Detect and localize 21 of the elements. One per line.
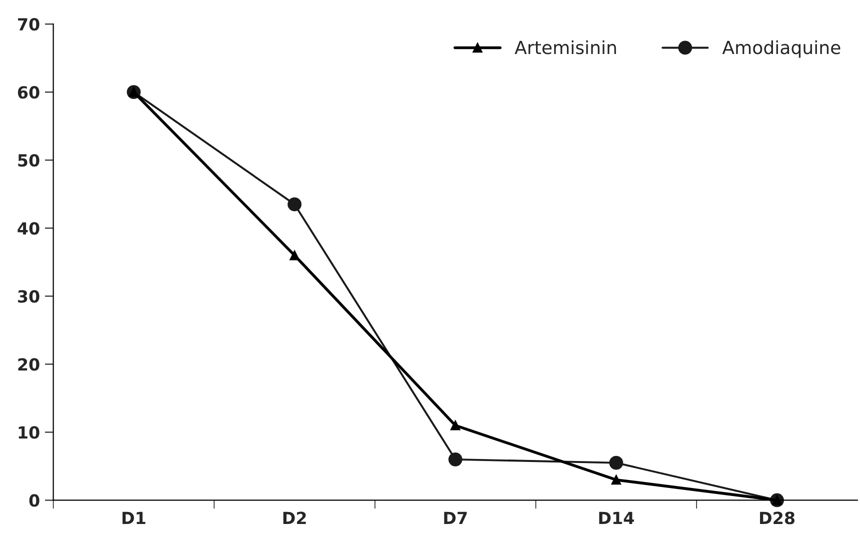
- y-tick-label: 70: [18, 18, 40, 31]
- y-tick-label: 10: [18, 426, 40, 439]
- y-tick-label: 50: [18, 154, 40, 167]
- y-tick-label: 0: [29, 494, 40, 507]
- point: [609, 456, 624, 470]
- point: [288, 197, 302, 212]
- point: [450, 420, 460, 430]
- y-tick-label: 60: [18, 86, 40, 99]
- y-tick-label: 30: [18, 290, 40, 303]
- x-tick-label: D28: [760, 512, 794, 524]
- point: [611, 474, 622, 485]
- point: [290, 250, 300, 260]
- legend-label: Amodiaquine: [722, 40, 840, 58]
- point: [448, 452, 462, 466]
- x-tick-label: D14: [599, 512, 634, 524]
- y-tick-label: 20: [18, 358, 40, 371]
- x-tick-label: D1: [122, 512, 146, 524]
- x-tick-label: D2: [283, 512, 306, 524]
- y-tick-label: 40: [18, 222, 40, 235]
- legend-label: Artemisinin: [514, 40, 616, 54]
- x-tick-label: D7: [444, 512, 467, 524]
